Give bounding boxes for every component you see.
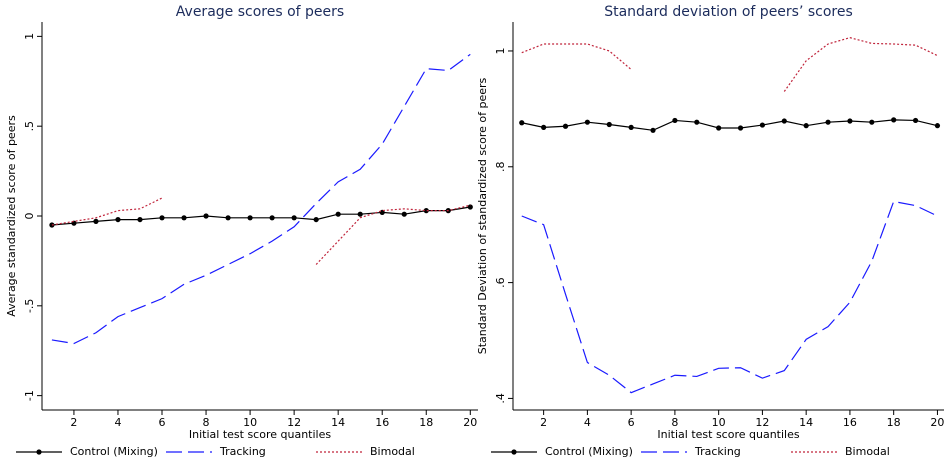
x-axis-label: Initial test score quantiles (189, 428, 331, 441)
legend-marker (36, 449, 42, 455)
point (159, 215, 165, 221)
point (225, 215, 231, 221)
legend-marker (511, 449, 517, 455)
legend-label: Control (Mixing) (545, 445, 633, 458)
y-axis-label: Average standardized score of peers (5, 115, 18, 317)
x-tick-label: 6 (628, 416, 635, 429)
point (93, 218, 99, 224)
point (869, 119, 875, 125)
y-tick-label: .6 (494, 277, 507, 288)
point (137, 216, 143, 223)
point (584, 119, 590, 125)
point (115, 216, 121, 223)
x-tick-label: 8 (203, 416, 210, 429)
series-line (51, 53, 471, 345)
point (203, 213, 209, 219)
point (934, 123, 941, 129)
chart-title: Standard deviation of peers’ scores (604, 4, 853, 20)
series-line (521, 37, 938, 92)
point (467, 204, 473, 210)
y-tick-label: .8 (494, 162, 507, 173)
x-tick-label: 18 (887, 416, 901, 429)
x-tick-label: 14 (799, 416, 813, 429)
legend-label: Tracking (694, 445, 741, 458)
point (401, 211, 407, 217)
x-tick-label: 12 (755, 416, 769, 429)
x-tick-label: 2 (540, 416, 547, 429)
point (357, 211, 363, 217)
point (650, 127, 656, 133)
point (803, 123, 809, 129)
point (737, 125, 744, 131)
point (781, 118, 787, 124)
point (891, 117, 897, 123)
point (247, 215, 253, 221)
point (562, 123, 569, 129)
y-tick-label: -.5 (23, 299, 36, 313)
legend-label: Tracking (219, 445, 266, 458)
point (519, 120, 525, 126)
x-tick-label: 2 (70, 416, 77, 429)
x-tick-label: 18 (419, 416, 433, 429)
x-tick-label: 8 (671, 416, 678, 429)
x-axis-label: Initial test score quantiles (657, 428, 799, 441)
series-line (521, 200, 938, 394)
legend-label: Bimodal (370, 445, 415, 458)
legend-label: Bimodal (845, 445, 890, 458)
x-tick-label: 10 (712, 416, 726, 429)
point (912, 117, 919, 124)
point (606, 121, 612, 128)
y-tick-label: 1 (494, 47, 507, 54)
point (847, 118, 853, 124)
series-line (51, 197, 471, 265)
point (759, 122, 766, 128)
series-line (51, 206, 471, 226)
point (181, 215, 187, 221)
y-tick-label: .5 (23, 121, 36, 131)
y-tick-label: 0 (23, 213, 36, 220)
y-tick-label: .4 (494, 393, 507, 404)
x-tick-label: 6 (159, 416, 166, 429)
series-line (521, 119, 938, 131)
x-tick-label: 16 (843, 416, 857, 429)
point (541, 124, 547, 130)
point (825, 119, 831, 125)
x-tick-label: 20 (930, 416, 944, 429)
x-tick-label: 20 (463, 416, 477, 429)
x-tick-label: 4 (114, 416, 121, 429)
point (291, 215, 297, 221)
y-tick-label: 1 (23, 33, 36, 40)
x-tick-label: 14 (331, 416, 345, 429)
point (716, 125, 722, 131)
x-tick-label: 4 (584, 416, 591, 429)
point (313, 216, 319, 223)
y-axis-label: Standard Deviation of standardized score… (476, 77, 489, 354)
point (672, 117, 678, 124)
legend-label: Control (Mixing) (70, 445, 158, 458)
point (423, 208, 429, 214)
point (694, 119, 700, 125)
x-tick-label: 12 (287, 416, 301, 429)
point (335, 211, 341, 217)
x-tick-label: 16 (375, 416, 389, 429)
x-tick-label: 10 (243, 416, 257, 429)
y-tick-label: -1 (23, 390, 36, 401)
point (269, 215, 275, 221)
point (628, 124, 634, 130)
chart-title: Average scores of peers (176, 4, 344, 20)
